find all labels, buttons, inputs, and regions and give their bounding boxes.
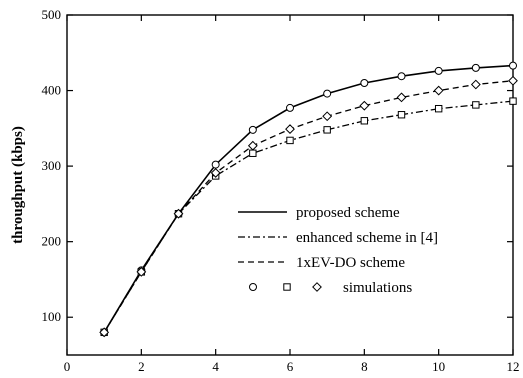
data-point-circle: [248, 125, 257, 134]
series-line: [103, 64, 514, 333]
data-point-circle: [434, 66, 443, 75]
legend-label: 1xEV-DO scheme: [296, 255, 405, 271]
data-point-square: [323, 126, 331, 134]
y-axis-title: throughput (kbps): [10, 126, 26, 244]
data-point-circle: [211, 160, 220, 169]
x-tick-label: 6: [287, 359, 294, 374]
data-point-circle: [397, 72, 406, 81]
data-point-diamond: [136, 266, 147, 277]
data-point-square: [472, 101, 480, 109]
x-tick-label: 12: [507, 359, 520, 374]
data-point-circle: [509, 61, 517, 70]
data-point-diamond: [470, 79, 481, 90]
y-tick-label: 500: [42, 7, 62, 22]
data-point-diamond: [322, 111, 333, 122]
legend-label: proposed scheme: [296, 205, 400, 221]
series-0: [100, 61, 517, 337]
series-line: [103, 100, 514, 333]
x-tick-label: 0: [64, 359, 71, 374]
data-point-circle: [360, 79, 369, 87]
data-point-diamond: [508, 75, 518, 86]
data-point-diamond: [173, 208, 184, 219]
data-point-diamond: [359, 100, 370, 111]
legend-marker-square: [283, 283, 291, 291]
data-point-circle: [471, 63, 480, 72]
data-point-square: [397, 111, 406, 119]
data-point-square: [286, 136, 294, 145]
legend-marker-circle: [249, 283, 257, 291]
series-2: [99, 75, 518, 338]
data-point-diamond: [285, 124, 295, 134]
x-axis: 0 2 4 6 8 10 12: [64, 15, 520, 374]
data-point-circle: [286, 103, 294, 112]
y-axis: 100 200 300 400 500: [42, 7, 513, 324]
data-point-square: [249, 149, 257, 157]
data-point-diamond: [247, 140, 258, 151]
x-tick-label: 8: [361, 359, 368, 374]
x-tick-label: 2: [138, 359, 145, 374]
legend: proposed scheme enhanced scheme in [4] 1xE…: [238, 205, 438, 296]
y-tick-label: 200: [42, 234, 62, 249]
data-point-diamond: [396, 92, 407, 103]
y-tick-label: 400: [42, 83, 62, 98]
data-point-circle: [323, 89, 332, 98]
data-point-square: [360, 117, 369, 125]
data-point-diamond: [210, 168, 221, 178]
plot-frame: [66, 14, 514, 356]
x-tick-label: 10: [432, 359, 445, 374]
series-layer: [99, 61, 518, 338]
y-tick-label: 100: [42, 309, 62, 324]
plot-area: [66, 14, 514, 356]
series-line: [103, 80, 514, 333]
x-tick-label: 4: [212, 359, 219, 374]
data-point-square: [434, 104, 443, 113]
data-point-square: [509, 97, 517, 105]
legend-marker-diamond: [312, 282, 322, 292]
y-tick-label: 300: [42, 158, 62, 173]
legend-simulations-label: simulations: [343, 280, 412, 296]
data-point-diamond: [433, 85, 444, 96]
data-point-diamond: [99, 327, 110, 338]
legend-label: enhanced scheme in [4]: [296, 230, 438, 246]
